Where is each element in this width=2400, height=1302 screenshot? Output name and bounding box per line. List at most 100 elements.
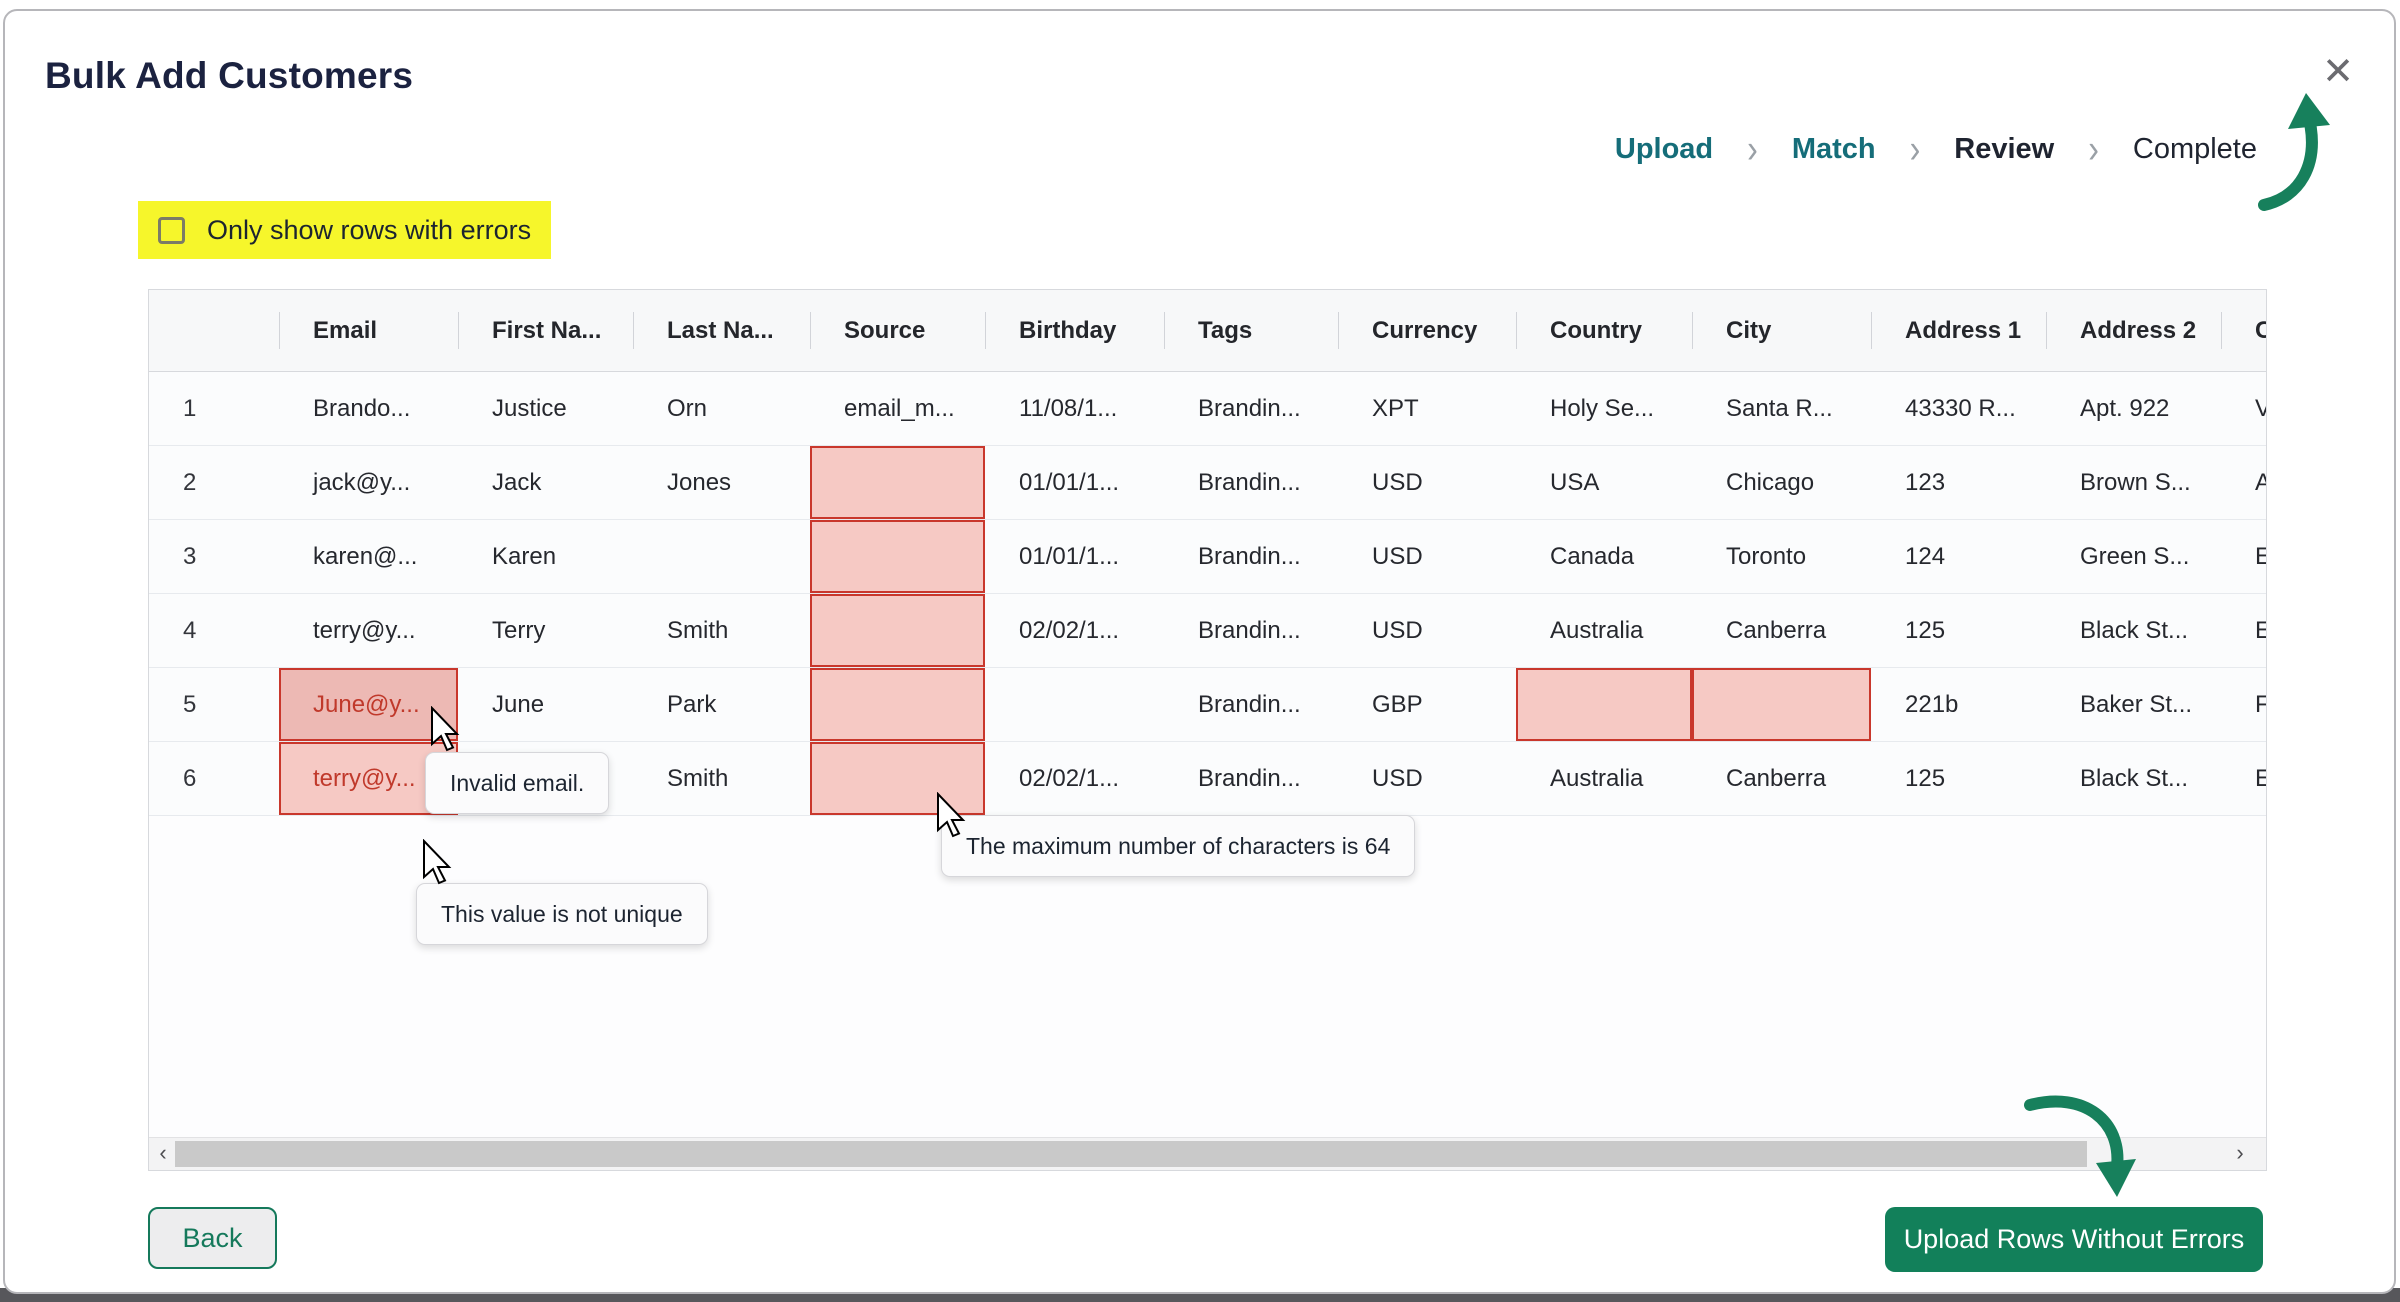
data-cell[interactable]: 124 [1871,520,2046,594]
data-cell[interactable]: Brandin... [1164,742,1338,816]
data-cell[interactable]: V [2221,372,2266,446]
table-row: 3 karen@... Karen 01/01/1... Brandin... USD Ca… [149,520,2266,594]
data-cell[interactable]: USA [1516,446,1692,520]
data-cell[interactable]: Jones [633,446,810,520]
step-review: Review [1954,133,2055,165]
table-row: 5 June@y... June Park Brandin... GBP 221b Baker… [149,668,2266,742]
step-complete: Complete [2132,133,2257,165]
column-header-rownum [149,290,279,372]
data-cell[interactable] [810,594,985,668]
green-arrow-to-close-icon [2258,93,2330,211]
data-cell[interactable]: Karen [458,520,633,594]
data-cell[interactable]: Black St... [2046,594,2221,668]
data-cell[interactable]: F [2221,668,2266,742]
chevron-right-icon: › [2088,126,2099,172]
customers-table: Email First Na... Last Na... Source Birthday… [149,290,2266,816]
data-cell[interactable]: June@y... [279,668,458,742]
dialog-title: Bulk Add Customers [45,55,414,96]
data-cell[interactable]: Baker St... [2046,668,2221,742]
data-cell[interactable]: USD [1338,520,1516,594]
data-cell[interactable]: Justice [458,372,633,446]
data-cell[interactable] [810,446,985,520]
data-cell[interactable]: USD [1338,446,1516,520]
data-cell[interactable]: Canberra [1692,594,1871,668]
data-cell[interactable]: Brandin... [1164,372,1338,446]
horizontal-scrollbar[interactable]: ‹ › [149,1137,2266,1170]
close-icon[interactable]: ✕ [2322,51,2354,93]
data-cell[interactable]: Canada [1516,520,1692,594]
data-cell[interactable]: Jack [458,446,633,520]
row-number-cell: 4 [149,594,279,668]
data-cell[interactable]: Smith [633,742,810,816]
wizard-stepper: Upload › Match › Review › Complete [1614,126,2257,171]
mouse-cursor-icon [937,792,966,838]
data-cell[interactable]: Brandin... [1164,594,1338,668]
data-cell[interactable]: Australia [1516,594,1692,668]
step-upload[interactable]: Upload [1614,133,1714,165]
data-cell[interactable]: A [2221,446,2266,520]
data-cell[interactable] [810,520,985,594]
data-cell[interactable]: Brandin... [1164,668,1338,742]
data-cell[interactable]: 02/02/1... [985,594,1164,668]
data-cell[interactable]: 221b [1871,668,2046,742]
data-cell[interactable]: Toronto [1692,520,1871,594]
data-cell[interactable]: 123 [1871,446,2046,520]
upload-rows-without-errors-button[interactable]: Upload Rows Without Errors [1885,1207,2263,1272]
data-cell[interactable] [633,520,810,594]
data-cell[interactable]: Apt. 922 [2046,372,2221,446]
data-cell[interactable]: Park [633,668,810,742]
data-cell[interactable]: Green S... [2046,520,2221,594]
column-header-country: Country [1516,290,1692,372]
data-cell[interactable]: 125 [1871,742,2046,816]
scrollbar-thumb[interactable] [175,1141,2087,1167]
data-cell[interactable] [810,668,985,742]
data-cell[interactable]: E [2221,742,2266,816]
data-cell[interactable]: USD [1338,742,1516,816]
back-button[interactable]: Back [148,1207,277,1269]
data-cell[interactable]: terry@y... [279,594,458,668]
data-cell[interactable]: Black St... [2046,742,2221,816]
data-cell[interactable]: GBP [1338,668,1516,742]
data-cell[interactable]: Brown S... [2046,446,2221,520]
data-cell[interactable]: E [2221,594,2266,668]
data-cell[interactable]: Brandin... [1164,520,1338,594]
data-cell[interactable]: Chicago [1692,446,1871,520]
data-cell[interactable]: Terry [458,594,633,668]
tooltip-max-characters: The maximum number of characters is 64 [941,815,1416,877]
only-show-errors-checkbox[interactable] [158,216,185,244]
data-cell[interactable]: email_m... [810,372,985,446]
step-match[interactable]: Match [1791,133,1876,165]
data-cell[interactable]: E [2221,520,2266,594]
data-cell[interactable]: Holy Se... [1516,372,1692,446]
data-cell[interactable]: XPT [1338,372,1516,446]
row-number-cell: 2 [149,446,279,520]
data-cell[interactable] [810,742,985,816]
data-cell[interactable]: Smith [633,594,810,668]
data-cell[interactable]: 43330 R... [1871,372,2046,446]
data-cell[interactable]: Orn [633,372,810,446]
data-cell[interactable]: 01/01/1... [985,520,1164,594]
scroll-right-icon[interactable]: › [2236,1140,2244,1165]
chevron-right-icon: › [1747,126,1758,172]
data-cell[interactable]: 02/02/1... [985,742,1164,816]
data-cell[interactable] [1516,668,1692,742]
data-cell[interactable]: June [458,668,633,742]
column-header-address-2: Address 2 [2046,290,2221,372]
data-cell[interactable]: 11/08/1... [985,372,1164,446]
data-cell[interactable]: 125 [1871,594,2046,668]
data-cell[interactable]: USD [1338,594,1516,668]
chevron-right-icon: › [1909,126,1921,172]
data-cell[interactable]: Canberra [1692,742,1871,816]
table-row: 2 jack@y... Jack Jones 01/01/1... Brandin... U… [149,446,2266,520]
data-cell[interactable]: Brando... [279,372,458,446]
table-row: 1 Brando... Justice Orn email_m... 11/08/1...… [149,372,2266,446]
data-cell[interactable]: Australia [1516,742,1692,816]
data-cell[interactable]: Santa R... [1692,372,1871,446]
data-cell[interactable]: Brandin... [1164,446,1338,520]
scroll-left-icon[interactable]: ‹ [159,1140,167,1165]
data-cell[interactable] [985,668,1164,742]
data-cell[interactable]: 01/01/1... [985,446,1164,520]
data-cell[interactable]: jack@y... [279,446,458,520]
data-cell[interactable] [1692,668,1871,742]
data-cell[interactable]: karen@... [279,520,458,594]
